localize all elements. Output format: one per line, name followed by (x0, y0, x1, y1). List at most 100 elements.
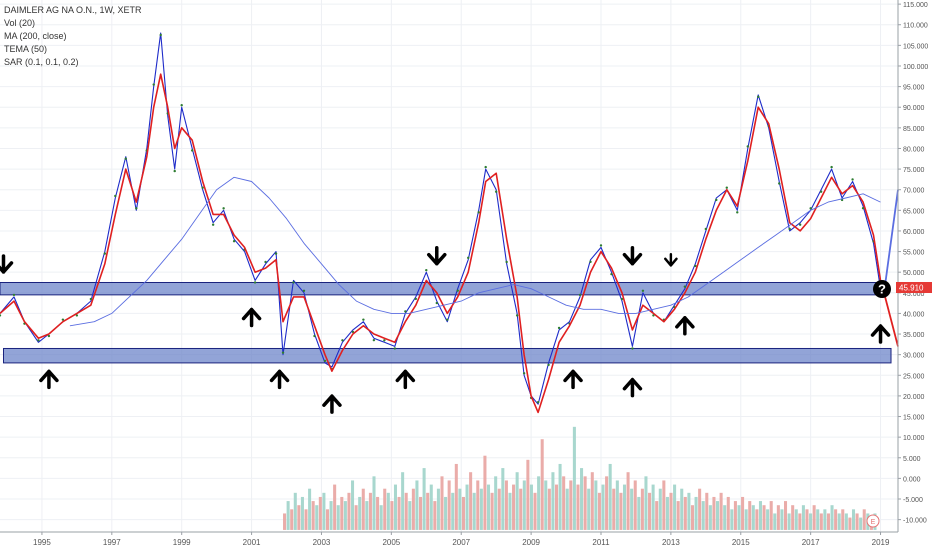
arrow-up-icon (563, 369, 583, 390)
volume-bar (597, 492, 601, 530)
sar-dot (173, 169, 176, 173)
volume-bar (619, 492, 623, 530)
y-tick-label: 110.000 (903, 23, 928, 30)
volume-bars (283, 426, 877, 530)
sar-dot (631, 347, 634, 350)
volume-bar (755, 509, 759, 530)
sar-dot (341, 339, 344, 342)
volume-bar (783, 501, 788, 530)
arrow-up-icon (39, 369, 59, 390)
volume-bar (859, 517, 863, 530)
volume-bar (472, 492, 476, 530)
volume-bar (361, 488, 365, 530)
volume-bar (583, 476, 587, 530)
volume-bar (719, 492, 723, 530)
volume-bar (358, 496, 362, 530)
sar-dot (222, 207, 225, 210)
series-line-ma200 (69, 176, 881, 327)
volume-bar (601, 484, 605, 530)
volume-bar (537, 476, 541, 530)
arrow-down-icon (427, 245, 447, 266)
y-tick-label: 10.000 (903, 435, 925, 442)
y-tick-label: 105.000 (903, 43, 928, 50)
sar-dot (746, 145, 749, 148)
volume-bar (662, 480, 666, 530)
sar-dot (715, 198, 718, 202)
volume-bar (690, 505, 695, 530)
volume-bar (569, 480, 573, 530)
sar-dot (425, 268, 428, 272)
sar-dot (610, 272, 613, 276)
volume-bar (479, 488, 483, 530)
y-tick-label: 35.000 (903, 332, 925, 339)
volume-bar (486, 484, 491, 530)
y-tick-label: 45.000 (903, 291, 925, 298)
sar-dot (788, 227, 791, 231)
sar-dot (557, 326, 561, 330)
volume-bar (673, 484, 677, 530)
volume-bar (558, 463, 562, 530)
legend-ma: MA (200, close) (4, 31, 67, 41)
volume-bar (855, 513, 859, 530)
sar-dot (47, 334, 51, 338)
sar-dot (777, 182, 781, 185)
volume-bar (676, 501, 680, 530)
volume-bar (554, 484, 559, 530)
legend-tema: TEMA (50) (4, 44, 48, 54)
sar-dot (467, 256, 470, 260)
volume-bar (529, 484, 533, 530)
volume-bar (293, 492, 297, 530)
volume-bar (297, 505, 301, 530)
arrow-down-icon (622, 245, 643, 266)
y-tick-label: 115.000 (903, 2, 928, 9)
sar-dot (253, 281, 257, 284)
sar-dot (264, 260, 267, 264)
sar-dot (124, 157, 127, 160)
volume-bar (572, 426, 576, 530)
sar-dot (372, 338, 376, 342)
arrow-up-icon (395, 369, 416, 390)
volume-bar (630, 488, 634, 530)
volume-bar (716, 501, 720, 530)
sar-dot (232, 239, 236, 243)
volume-bar (622, 484, 627, 530)
volume-bar (844, 513, 848, 530)
sar-dot (694, 264, 697, 268)
volume-bar (651, 484, 655, 530)
volume-bar (640, 488, 644, 530)
volume-bar (794, 509, 798, 530)
sar-dot (302, 289, 306, 293)
volume-bar (776, 505, 780, 530)
volume-bar (436, 488, 440, 530)
volume-bar (551, 472, 555, 530)
volume-bar (680, 488, 684, 530)
arrow-up-icon (675, 316, 695, 336)
volume-bar (343, 501, 347, 530)
sar-dot (435, 301, 438, 305)
volume-bar (834, 509, 838, 530)
volume-bar (447, 480, 451, 530)
volume-bar (318, 496, 322, 530)
volume-bar (823, 509, 827, 530)
volume-bar (440, 476, 444, 530)
sar-dot (292, 281, 295, 284)
volume-bar (483, 455, 487, 530)
sar-dot (578, 293, 582, 297)
sar-dot (599, 244, 603, 247)
support-zones (0, 281, 892, 364)
sar-dot (313, 334, 316, 338)
y-tick-label: 55.000 (903, 250, 925, 257)
volume-bar (504, 480, 508, 530)
earnings-badge[interactable] (866, 514, 880, 528)
x-tick-label: 2005 (382, 538, 400, 547)
volume-bar (758, 501, 762, 530)
volume-bar (469, 472, 473, 530)
volume-bar (458, 488, 462, 530)
series-line-tema (0, 73, 882, 414)
sar-dot (180, 104, 183, 107)
x-tick-label: 1997 (103, 538, 121, 547)
volume-bar (733, 501, 737, 530)
volume-bar (780, 509, 784, 530)
